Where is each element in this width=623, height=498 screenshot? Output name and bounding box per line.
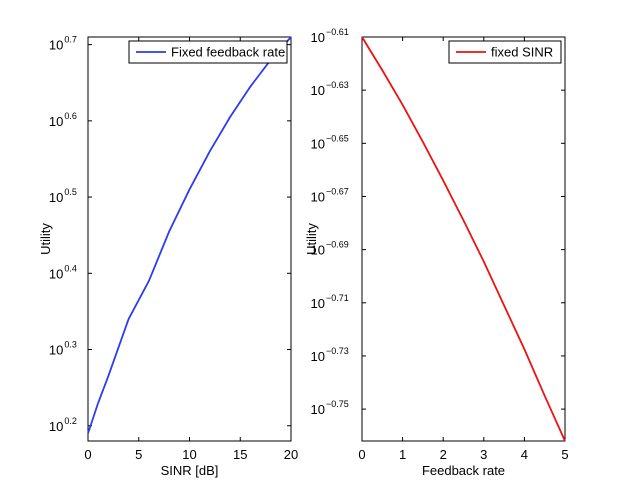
y-tick-label-base: 10	[49, 343, 63, 358]
x-tick-label: 0	[84, 447, 91, 462]
series-line	[361, 36, 566, 442]
y-tick-label-base: 10	[49, 266, 63, 281]
x-axis-label: Feedback rate	[422, 463, 505, 478]
x-tick-label: 10	[182, 447, 196, 462]
y-tick-label-exponent: 0.5	[64, 187, 77, 197]
x-tick-label: 5	[135, 447, 142, 462]
y-tick-label-base: 10	[311, 243, 325, 258]
y-tick-label-exponent: 0.3	[64, 340, 77, 350]
y-tick-label-exponent: −0.65	[326, 133, 349, 143]
y-tick-label-exponent: 0.7	[64, 35, 77, 45]
legend-box	[128, 40, 288, 64]
x-tick-label: 0	[358, 447, 365, 462]
y-tick-label-base: 10	[311, 349, 325, 364]
y-axis-label: Utility	[38, 223, 53, 255]
y-tick-label-exponent: 0.6	[64, 111, 77, 121]
y-tick-label-exponent: −0.61	[326, 27, 349, 37]
y-axis-label: Utility	[304, 223, 319, 255]
x-tick-label: 2	[440, 447, 447, 462]
x-tick-label: 1	[399, 447, 406, 462]
y-tick-label-exponent: 0.2	[64, 416, 77, 426]
y-tick-label-exponent: −0.71	[326, 293, 349, 303]
x-tick-label: 15	[233, 447, 247, 462]
x-tick-label: 20	[284, 447, 298, 462]
legend-box	[448, 40, 562, 64]
y-tick-label-exponent: 0.4	[64, 263, 77, 273]
plot-frame	[361, 36, 566, 442]
y-tick-label-base: 10	[49, 114, 63, 129]
x-axis-label: SINR [dB]	[161, 463, 219, 478]
legend-label: Fixed feedback rate	[171, 45, 285, 60]
legend-label: fixed SINR	[491, 45, 553, 60]
y-tick-label-exponent: −0.73	[326, 346, 349, 356]
y-tick-label-base: 10	[311, 83, 325, 98]
y-tick-label-exponent: −0.67	[326, 186, 349, 196]
y-tick-label-base: 10	[311, 296, 325, 311]
x-tick-label: 3	[480, 447, 487, 462]
y-tick-label-base: 10	[311, 189, 325, 204]
y-tick-label-base: 10	[311, 30, 325, 45]
y-tick-label-exponent: −0.75	[326, 399, 349, 409]
series-line	[87, 36, 292, 434]
y-tick-label-base: 10	[311, 402, 325, 417]
y-tick-label-base: 10	[49, 419, 63, 434]
x-tick-label: 5	[561, 447, 568, 462]
y-tick-label-exponent: −0.69	[326, 240, 349, 250]
y-tick-label-exponent: −0.63	[326, 80, 349, 90]
x-tick-label: 4	[521, 447, 528, 462]
y-tick-label-base: 10	[311, 136, 325, 151]
y-tick-label-base: 10	[49, 38, 63, 53]
plot-frame	[87, 36, 292, 442]
y-tick-label-base: 10	[49, 190, 63, 205]
